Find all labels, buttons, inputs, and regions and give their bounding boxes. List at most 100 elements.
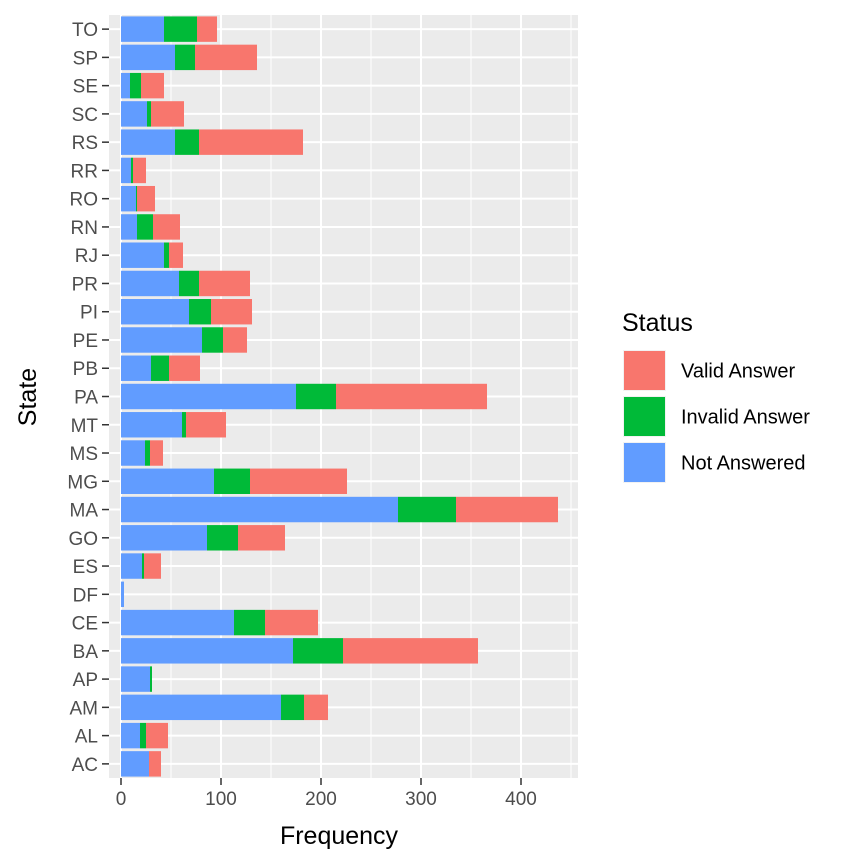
x-tick-label: 0 bbox=[116, 789, 127, 810]
bar-se-not-answered bbox=[121, 72, 130, 99]
bar-mg-not-answered bbox=[121, 468, 214, 494]
bar-pa-invalid-answer bbox=[296, 383, 336, 410]
bar-se-invalid-answer bbox=[130, 72, 141, 99]
bar-pa-not-answered bbox=[121, 383, 296, 410]
y-tick-label: RN bbox=[71, 218, 98, 239]
legend-label: Invalid Answer bbox=[681, 407, 810, 429]
y-tick-label: MG bbox=[67, 472, 98, 493]
bar-rn-not-answered bbox=[121, 214, 137, 240]
y-tick-label: RS bbox=[72, 133, 98, 154]
bar-rs-valid-answer bbox=[199, 129, 303, 155]
legend: Status Valid Answer Invalid Answer Not Ans… bbox=[622, 309, 810, 483]
bar-pr-not-answered bbox=[121, 270, 179, 297]
bar-al-not-answered bbox=[121, 722, 140, 749]
legend-label: Valid Answer bbox=[681, 361, 795, 383]
bar-ba-invalid-answer bbox=[293, 638, 343, 664]
bar-sp-not-answered bbox=[121, 44, 175, 71]
bar-ma-valid-answer bbox=[456, 496, 558, 523]
bar-rr-not-answered bbox=[121, 157, 131, 184]
y-axis-ticks: AC AL AM AP BA CE DF ES GO MA MG MS MT PA PB PE PI PR RJ RN… bbox=[67, 20, 109, 776]
bar-rj-valid-answer bbox=[169, 242, 183, 268]
y-tick-label: PR bbox=[72, 274, 98, 295]
bar-ro-invalid-answer bbox=[136, 185, 137, 212]
y-tick-label: PI bbox=[80, 303, 98, 324]
bar-ro-not-answered bbox=[121, 185, 136, 212]
y-tick-label: GO bbox=[68, 529, 98, 550]
bar-ma-invalid-answer bbox=[398, 496, 456, 523]
bar-sc-not-answered bbox=[121, 101, 147, 127]
bar-sc-valid-answer bbox=[151, 101, 184, 127]
bar-pe-valid-answer bbox=[223, 327, 247, 353]
bar-mg-valid-answer bbox=[250, 468, 347, 494]
bar-ro-valid-answer bbox=[137, 185, 155, 212]
bar-al-invalid-answer bbox=[140, 722, 146, 749]
x-tick-label: 100 bbox=[205, 789, 237, 810]
bar-mt-valid-answer bbox=[186, 412, 226, 438]
bar-pe-not-answered bbox=[121, 327, 202, 353]
bar-ms-not-answered bbox=[121, 440, 145, 466]
y-tick-label: AC bbox=[72, 755, 98, 776]
y-tick-label: PA bbox=[74, 388, 98, 409]
bar-ap-not-answered bbox=[121, 666, 150, 692]
legend-title: Status bbox=[622, 309, 693, 337]
bar-es-valid-answer bbox=[144, 553, 161, 579]
y-tick-label: PB bbox=[73, 359, 98, 380]
bar-sp-invalid-answer bbox=[175, 44, 195, 71]
y-tick-label: SC bbox=[72, 105, 98, 126]
bar-mt-invalid-answer bbox=[182, 412, 186, 438]
bar-df-not-answered bbox=[121, 581, 124, 608]
bar-ba-valid-answer bbox=[343, 638, 478, 664]
y-tick-label: AL bbox=[75, 727, 98, 748]
x-tick-label: 200 bbox=[305, 789, 337, 810]
bar-am-not-answered bbox=[121, 694, 281, 721]
bar-rj-not-answered bbox=[121, 242, 164, 268]
y-axis-title: State bbox=[14, 368, 42, 426]
bar-pb-invalid-answer bbox=[151, 355, 169, 381]
bar-sp-valid-answer bbox=[195, 44, 257, 71]
y-tick-label: CE bbox=[72, 614, 98, 635]
y-tick-label: RJ bbox=[75, 246, 98, 267]
x-axis-title: Frequency bbox=[280, 822, 399, 850]
bar-to-not-answered bbox=[121, 16, 164, 42]
bar-pe-invalid-answer bbox=[202, 327, 223, 353]
bar-am-valid-answer bbox=[304, 694, 328, 721]
y-tick-label: BA bbox=[73, 642, 99, 663]
y-tick-label: DF bbox=[73, 585, 98, 606]
x-tick-label: 300 bbox=[405, 789, 437, 810]
y-tick-label: RO bbox=[70, 190, 99, 211]
y-tick-label: MA bbox=[70, 501, 99, 522]
bar-pi-not-answered bbox=[121, 299, 189, 325]
bar-pi-valid-answer bbox=[211, 299, 252, 325]
y-tick-label: SP bbox=[73, 48, 98, 69]
y-tick-label: AP bbox=[73, 670, 98, 691]
bar-pr-invalid-answer bbox=[179, 270, 199, 297]
bar-rj-invalid-answer bbox=[164, 242, 169, 268]
bar-mg-invalid-answer bbox=[214, 468, 250, 494]
x-axis-ticks: 0 100 200 300 400 bbox=[116, 778, 537, 810]
y-tick-label: SE bbox=[73, 77, 98, 98]
bar-es-not-answered bbox=[121, 553, 142, 579]
bar-ce-not-answered bbox=[121, 609, 234, 636]
bar-rs-not-answered bbox=[121, 129, 175, 155]
y-tick-label: ES bbox=[73, 557, 98, 578]
y-tick-label: PE bbox=[73, 331, 98, 352]
bar-ac-not-answered bbox=[121, 751, 149, 777]
legend-swatch bbox=[624, 397, 665, 436]
bar-to-valid-answer bbox=[197, 16, 217, 42]
bar-ap-invalid-answer bbox=[150, 666, 152, 692]
bar-go-not-answered bbox=[121, 525, 207, 551]
y-tick-label: TO bbox=[72, 20, 98, 41]
y-tick-label: RR bbox=[71, 161, 98, 182]
bar-pr-valid-answer bbox=[199, 270, 250, 297]
bar-se-valid-answer bbox=[141, 72, 164, 99]
bar-go-valid-answer bbox=[238, 525, 285, 551]
y-tick-label: AM bbox=[70, 698, 99, 719]
bar-am-invalid-answer bbox=[281, 694, 304, 721]
bar-ms-invalid-answer bbox=[145, 440, 150, 466]
bar-rn-invalid-answer bbox=[137, 214, 153, 240]
bar-sc-invalid-answer bbox=[147, 101, 151, 127]
bar-mt-not-answered bbox=[121, 412, 182, 438]
bar-ba-not-answered bbox=[121, 638, 293, 664]
bar-pb-valid-answer bbox=[169, 355, 200, 381]
